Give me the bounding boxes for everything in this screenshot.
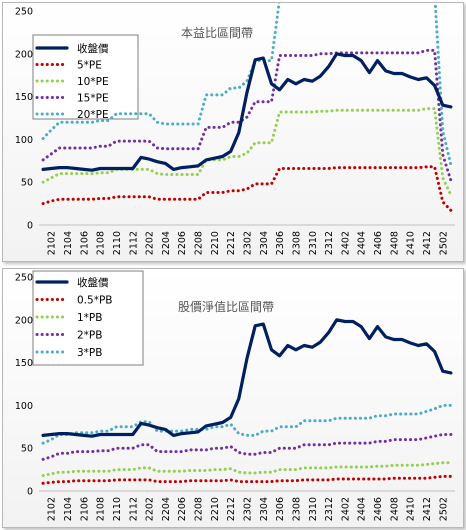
pb-series-line-1 [41, 474, 453, 485]
pb-chart-title: 股價淨值比區間帶 [178, 299, 274, 314]
pb-x-tick-label: 2310 [308, 497, 319, 521]
pb-legend-label: 3*PB [77, 347, 102, 359]
pe-x-tick-label: 2106 [79, 231, 90, 255]
pe-legend-label: 20*PE [77, 109, 109, 121]
pb-legend-label: 收盤價 [77, 276, 109, 289]
pe-y-tick-label: 50 [21, 178, 33, 189]
pe-x-tick-label: 2304 [259, 231, 270, 255]
pe-series-line-0 [41, 52, 453, 172]
pb-series-line-4 [41, 403, 453, 445]
pb-x-tick-label: 2306 [275, 497, 286, 521]
pe-legend-label: 5*PE [77, 60, 102, 72]
pe-legend-label: 15*PE [77, 93, 109, 105]
pe-y-tick-label: 150 [15, 92, 33, 103]
pe-x-tick-label: 2204 [161, 231, 172, 255]
pe-x-tick-label: 2406 [373, 231, 384, 255]
pe-x-tick-label: 2202 [145, 231, 156, 255]
pe-x-tick-label: 2212 [226, 231, 237, 255]
pe-x-tick-label: 2312 [324, 231, 335, 255]
pe-series-line-3 [41, 48, 453, 182]
pe-x-tick-label: 2302 [243, 231, 254, 255]
pe-x-tick-label: 2112 [128, 231, 139, 255]
pb-x-tick-label: 2210 [210, 497, 221, 521]
pe-x-tick-label: 2410 [406, 231, 417, 255]
pe-x-tick-label: 2408 [389, 231, 400, 255]
pb-band-chart-panel: 0 50 100 150 200 250 2102 2104 2106 2108 2110 2112 2… [2, 268, 464, 528]
pb-series-line-0 [41, 318, 453, 438]
pb-x-tick-label: 2412 [422, 497, 433, 521]
pb-x-tick-label: 2110 [112, 497, 123, 521]
pe-x-tick-label: 2104 [63, 231, 74, 255]
pb-x-tick-label: 2410 [406, 497, 417, 521]
pe-x-tick-label: 2412 [422, 231, 433, 255]
pb-x-tick-label: 2404 [357, 497, 368, 521]
pe-x-tick-label: 2310 [308, 231, 319, 255]
pe-y-tick-label: 100 [15, 135, 33, 146]
pb-x-tick-label: 2304 [259, 497, 270, 521]
pb-x-tick-label: 2104 [63, 497, 74, 521]
pe-x-tick-label: 2308 [291, 231, 302, 255]
pb-y-tick-label: 50 [21, 444, 33, 455]
pe-x-tick-label: 2208 [194, 231, 205, 255]
pb-x-tick-label: 2202 [145, 497, 156, 521]
pe-x-tick-label: 2102 [47, 231, 58, 255]
pb-y-tick-label: 0 [27, 487, 33, 498]
pb-x-tick-label: 2208 [194, 497, 205, 521]
pb-x-tick-label: 2406 [373, 497, 384, 521]
pe-y-tick-label: 0 [27, 221, 33, 232]
pb-x-tick-label: 2204 [161, 497, 172, 521]
pb-x-tick-label: 2206 [177, 497, 188, 521]
pe-series-line-1 [41, 165, 453, 212]
pb-x-tick-label: 2108 [96, 497, 107, 521]
pe-chart-title: 本益比區間帶 [181, 26, 253, 40]
pb-series-line-3 [41, 433, 453, 461]
pe-y-tick-label: 200 [15, 49, 33, 60]
pe-x-tick-label: 2108 [96, 231, 107, 255]
pe-legend-label: 收盤價 [77, 42, 109, 55]
pe-y-tick-label: 250 [15, 7, 33, 18]
pe-series-line-2 [41, 107, 453, 197]
pb-x-tick-label: 2102 [47, 497, 58, 521]
pe-x-tick-label: 2110 [112, 231, 123, 255]
pe-x-tick-label: 2210 [210, 231, 221, 255]
pb-x-tick-label: 2312 [324, 497, 335, 521]
pe-x-tick-label: 2206 [177, 231, 188, 255]
pe-x-tick-label: 2402 [340, 231, 351, 255]
pb-x-tick-label: 2408 [389, 497, 400, 521]
pb-x-tick-label: 2308 [291, 497, 302, 521]
pe-x-tick-label: 2502 [438, 231, 449, 255]
pb-x-tick-label: 2212 [226, 497, 237, 521]
pb-band-chart: 0 50 100 150 200 250 2102 2104 2106 2108 2110 2112 2… [15, 270, 455, 521]
pb-series-line-2 [41, 461, 453, 478]
pb-y-tick-label: 250 [15, 273, 33, 284]
pb-y-tick-label: 150 [15, 358, 33, 369]
pe-legend-label: 10*PE [77, 76, 109, 88]
pb-x-tick-label: 2112 [128, 497, 139, 521]
pb-legend-label: 0.5*PB [77, 295, 112, 307]
pb-y-tick-label: 100 [15, 401, 33, 412]
pe-band-chart: 0 50 100 150 200 250 2102 2104 2106 2108 2110 2112 2… [15, 3, 455, 255]
pe-band-chart-panel: 0 50 100 150 200 250 2102 2104 2106 2108 2110 2112 2… [2, 2, 464, 262]
pb-x-tick-label: 2402 [340, 497, 351, 521]
pe-series-line-4 [41, 3, 453, 167]
pb-legend-label: 2*PB [77, 330, 102, 342]
pb-y-tick-label: 200 [15, 315, 33, 326]
pb-legend-label: 1*PB [77, 312, 102, 324]
pb-x-tick-label: 2302 [243, 497, 254, 521]
pb-x-tick-label: 2106 [79, 497, 90, 521]
pe-x-tick-label: 2404 [357, 231, 368, 255]
pe-x-tick-label: 2306 [275, 231, 286, 255]
pb-x-tick-label: 2502 [438, 497, 449, 521]
